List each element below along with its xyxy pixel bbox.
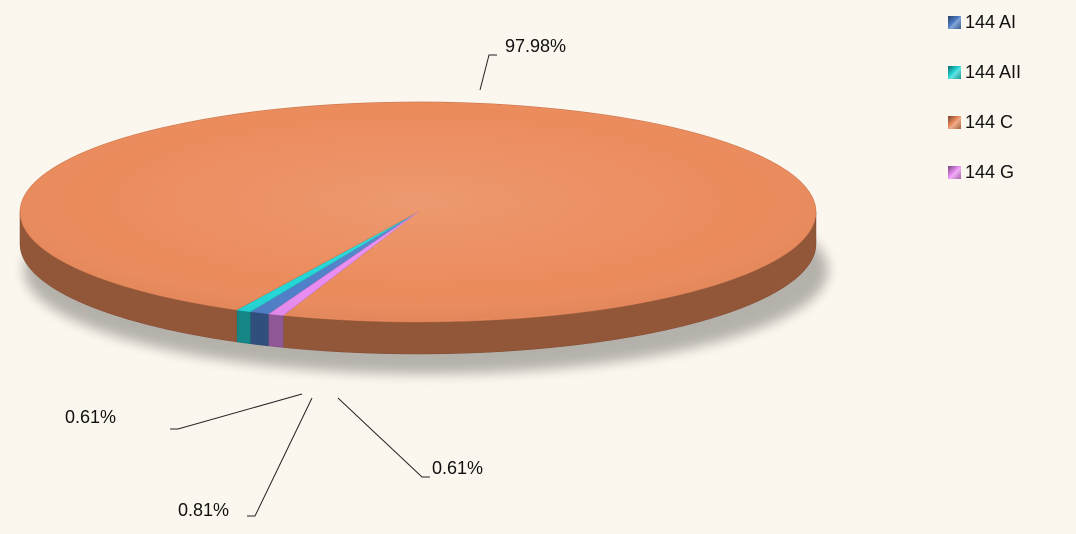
legend-item-144-aii: 144 AII bbox=[948, 60, 1021, 85]
legend-item-144-ai: 144 AI bbox=[948, 10, 1021, 35]
data-label-144-aii: 0.61% bbox=[65, 407, 116, 427]
leader-line-144-aii bbox=[170, 394, 302, 429]
pie-side-144-aii bbox=[237, 310, 251, 344]
legend-swatch bbox=[948, 66, 961, 79]
legend-label: 144 AI bbox=[965, 12, 1016, 33]
pie-top bbox=[20, 102, 816, 322]
leader-line-144-c bbox=[480, 55, 497, 90]
leader-line-144-g bbox=[338, 398, 430, 477]
data-label-144-c: 97.98% bbox=[505, 36, 566, 56]
legend-label: 144 G bbox=[965, 162, 1014, 183]
pie-highlight bbox=[21, 103, 815, 321]
legend-swatch bbox=[948, 166, 961, 179]
leader-line-144-ai bbox=[247, 398, 312, 516]
legend-label: 144 AII bbox=[965, 62, 1021, 83]
legend-swatch bbox=[948, 116, 961, 129]
legend-item-144-g: 144 G bbox=[948, 160, 1021, 185]
legend-swatch bbox=[948, 16, 961, 29]
data-label-144-g: 0.61% bbox=[432, 458, 483, 478]
legend-label: 144 C bbox=[965, 112, 1013, 133]
data-label-144-ai: 0.81% bbox=[178, 500, 229, 520]
chart-legend: 144 AI 144 AII 144 C 144 G bbox=[948, 10, 1021, 210]
legend-item-144-c: 144 C bbox=[948, 110, 1021, 135]
pie-side-144-ai bbox=[250, 312, 269, 346]
pie-side-144-g bbox=[269, 314, 283, 348]
